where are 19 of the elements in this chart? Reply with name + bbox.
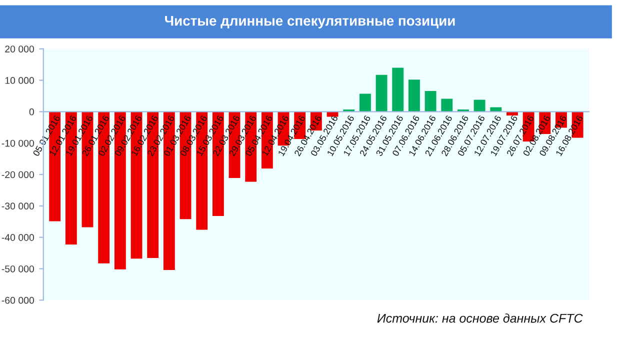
y-tick-label: 10 000 (5, 77, 34, 84)
chart-title: Чистые длинные спекулятивные позиции (165, 16, 455, 28)
y-tick-label: 20 000 (5, 46, 34, 52)
bar (359, 94, 371, 112)
y-tick-label: -60 000 (2, 296, 34, 304)
y-tick-label: -40 000 (2, 234, 34, 241)
y-tick-label: -30 000 (2, 202, 34, 210)
y-tick-label: -50 000 (2, 265, 34, 272)
y-tick-label: -10 000 (2, 140, 34, 147)
bar (424, 90, 436, 112)
text: Источник: на основе данных CFTC (377, 314, 583, 323)
y-tick-label: -20 000 (2, 171, 34, 178)
bar (408, 80, 420, 112)
bar (392, 68, 404, 112)
bar (441, 98, 453, 112)
bar (474, 100, 486, 112)
bar (376, 74, 388, 112)
y-tick-label: 0 (29, 108, 34, 116)
bar (506, 112, 518, 116)
